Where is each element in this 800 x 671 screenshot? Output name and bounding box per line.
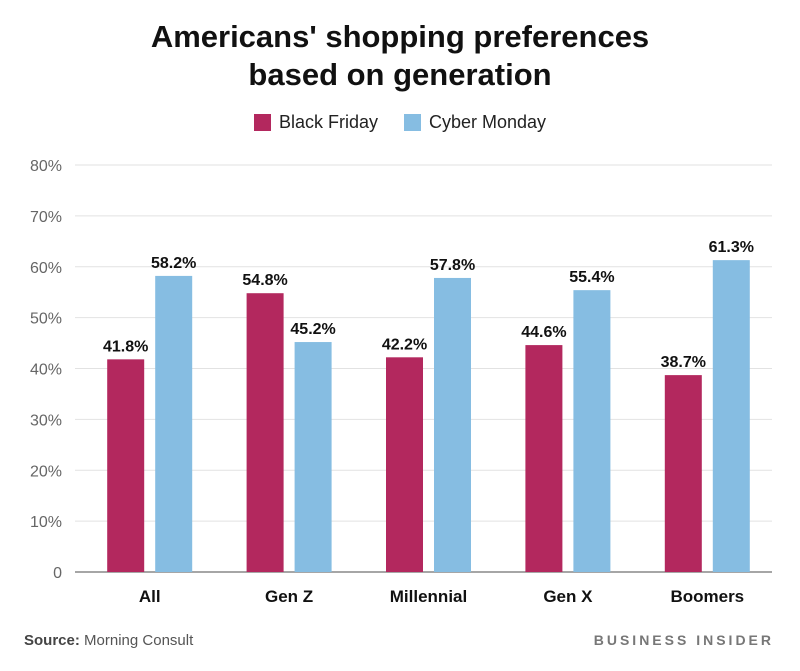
data-label-cyber-monday-all: 58.2% [151,255,196,272]
bar-black-friday-gen-z [246,293,284,572]
data-label-cyber-monday-gen-z: 45.2% [290,321,335,338]
bar-black-friday-millennial [386,357,423,572]
x-tick-label-millennial: Millennial [390,587,467,606]
chart-title: Americans' shopping preferences based on… [0,18,800,94]
data-label-cyber-monday-millennial: 57.8% [430,257,475,274]
bar-cyber-monday-all [155,275,193,572]
data-label-black-friday-gen-z: 54.8% [242,272,287,289]
y-tick-label-60: 60% [30,260,62,277]
data-label-cyber-monday-boomers: 61.3% [709,239,754,256]
y-tick-label-20: 20% [30,463,62,480]
data-label-black-friday-gen-x: 44.6% [521,324,566,341]
y-tick-label-40: 40% [30,362,62,379]
bar-black-friday-all [107,359,145,572]
source-text: Morning Consult [84,632,194,649]
bar-cyber-monday-gen-z [294,342,332,572]
y-tick-label-50: 50% [30,311,62,328]
legend-item-cyber-monday: Cyber Monday [403,112,547,133]
bar-cyber-monday-gen-x [573,290,611,572]
y-tick-label-30: 30% [30,412,62,429]
y-tick-label-80: 80% [30,158,62,175]
legend-label-black-friday: Black Friday [278,112,378,132]
source-note: Source: Morning Consult [24,632,193,649]
legend-item-black-friday: Black Friday [253,112,378,133]
data-label-black-friday-boomers: 38.7% [661,354,706,371]
brand-logo-text: BUSINESS INSIDER [593,632,774,648]
data-label-cyber-monday-gen-x: 55.4% [569,269,614,286]
chart-title-line-2: based on generation [248,57,552,92]
x-tick-label-gen-z: Gen Z [265,587,313,606]
legend-swatch-black-friday [253,114,271,131]
bar-cyber-monday-millennial [434,277,471,572]
chart-legend: Black Friday Cyber Monday [0,112,800,133]
x-tick-label-boomers: Boomers [670,587,744,606]
x-tick-label-gen-x: Gen X [543,587,593,606]
chart-title-line-1: Americans' shopping preferences [150,19,650,54]
x-tick-label-all: All [139,587,161,606]
bar-black-friday-gen-x [525,345,563,572]
bar-cyber-monday-boomers [712,260,750,572]
y-tick-label-70: 70% [30,209,62,226]
y-tick-label-10: 10% [30,514,62,531]
bar-black-friday-boomers [664,375,702,572]
data-label-black-friday-millennial: 42.2% [382,336,427,353]
legend-label-cyber-monday: Cyber Monday [428,112,547,132]
source-label: Source: [24,632,80,649]
data-label-black-friday-all: 41.8% [103,338,148,355]
legend-swatch-cyber-monday [403,114,421,131]
y-tick-label-0: 0 [53,565,62,582]
